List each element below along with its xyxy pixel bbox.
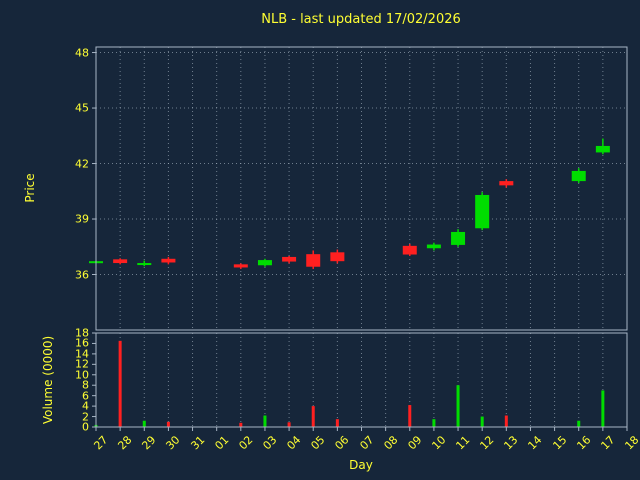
volume-bar: [480, 416, 484, 427]
price-tick-label: 39: [75, 212, 89, 226]
volume-bar: [577, 420, 581, 427]
day-tick-label: 02: [236, 433, 256, 453]
volume-tick-label: 16: [75, 336, 89, 350]
day-tick-label: 07: [356, 433, 376, 453]
price-tick-label: 48: [75, 46, 89, 60]
volume-bar: [432, 419, 436, 427]
price-tick-label: 36: [75, 268, 89, 281]
day-tick-label: 13: [501, 433, 521, 453]
candle-body: [306, 254, 321, 267]
volume-bar: [335, 419, 339, 427]
candle-body: [475, 194, 490, 229]
volume-bar: [601, 390, 605, 427]
volume-bar: [311, 406, 315, 427]
volume-tick-label: 4: [82, 399, 89, 413]
volume-bar: [263, 415, 267, 427]
day-tick-label: 17: [598, 433, 618, 453]
x-axis-label: Day: [349, 458, 373, 472]
volume-bar: [118, 340, 122, 427]
day-tick-label: 08: [381, 433, 401, 453]
volume-bar: [408, 405, 412, 427]
volume-tick-label: 6: [82, 389, 89, 403]
day-tick-label: 10: [429, 433, 449, 453]
day-tick-label: 04: [284, 433, 304, 453]
price-tick-label: 42: [75, 157, 89, 171]
day-tick-label: 01: [212, 433, 232, 453]
candle-body: [113, 259, 128, 264]
candle-body: [161, 258, 176, 263]
day-tick-label: 03: [260, 433, 280, 453]
day-tick-label: 28: [115, 433, 135, 453]
day-tick-label: 09: [405, 433, 425, 453]
day-tick-label: 27: [91, 433, 111, 453]
volume-bar: [142, 420, 146, 427]
volume-tick-label: 2: [82, 410, 89, 424]
volume-plot-border: [95, 332, 628, 428]
day-tick-label: 15: [549, 433, 570, 453]
volume-tick-label: 8: [82, 378, 89, 392]
day-tick-label: 14: [525, 433, 545, 453]
day-tick-label: 30: [163, 433, 183, 453]
price-axis-label: Price: [23, 173, 37, 203]
volume-tick-label: 10: [75, 368, 89, 382]
volume-tick-label: 14: [75, 347, 89, 361]
candle-body: [282, 256, 297, 262]
day-tick-label: 06: [332, 433, 352, 453]
volume-tick-label: 12: [75, 357, 89, 371]
day-tick-label: 31: [187, 433, 208, 453]
day-tick-label: 29: [139, 433, 159, 453]
volume-bar: [456, 385, 460, 427]
price-plot-border: [95, 46, 628, 331]
volume-bar: [504, 415, 508, 427]
volume-tick-label: 18: [75, 326, 89, 340]
candle-body: [330, 252, 345, 262]
candle-body: [137, 263, 152, 266]
candle-body: [499, 181, 514, 186]
volume-axis-label: Volume (0000): [41, 335, 55, 425]
candle-body: [257, 260, 272, 266]
day-tick-label: 18: [622, 433, 640, 453]
candle-body: [426, 244, 441, 249]
day-tick-label: 05: [308, 433, 328, 453]
candle-body: [451, 231, 466, 245]
candle-body: [595, 145, 610, 153]
volume-bar: [166, 421, 170, 427]
candle-body: [402, 245, 417, 255]
volume-tick-label: 0: [82, 420, 89, 434]
chart-title: NLB - last updated 17/02/2026: [261, 12, 461, 27]
day-tick-label: 11: [453, 433, 473, 453]
candle-body: [233, 264, 248, 268]
price-plot: [89, 46, 628, 331]
day-tick-label: 12: [477, 433, 497, 453]
candle-body: [571, 170, 586, 182]
volume-plot: [92, 332, 628, 431]
price-tick-label: 45: [75, 101, 89, 115]
volume-bar: [287, 422, 291, 427]
day-tick-label: 16: [574, 433, 594, 453]
volume-bar: [239, 422, 243, 427]
